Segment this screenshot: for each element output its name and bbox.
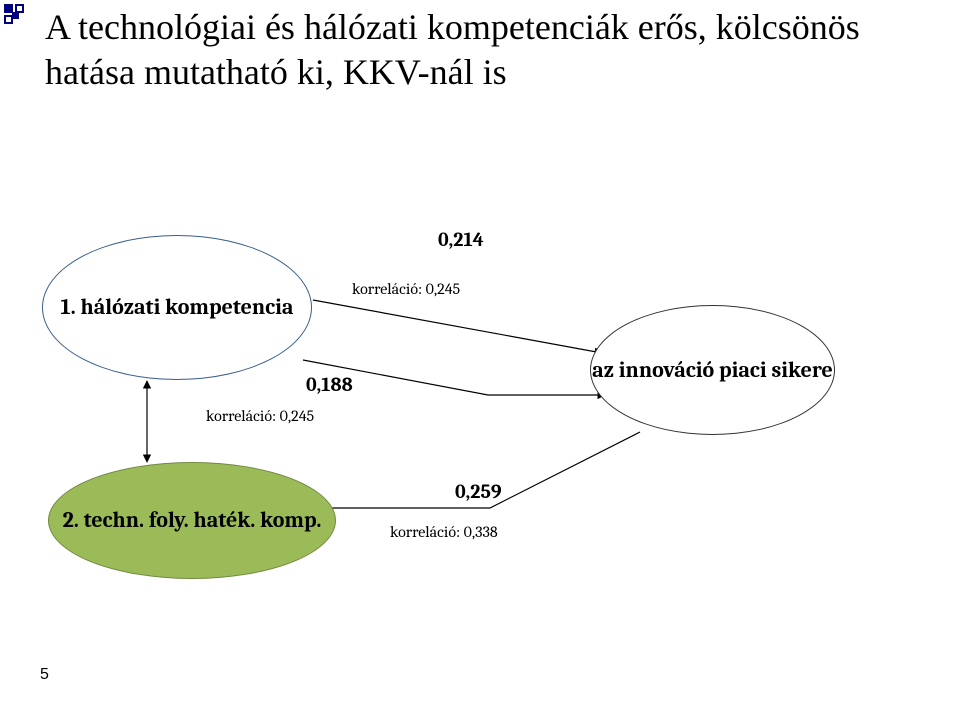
corr-n1-n1b: korreláció: 0,245 xyxy=(206,407,314,425)
page-number: 5 xyxy=(40,666,49,684)
coef-n1-n1b: 0,188 xyxy=(306,373,353,396)
corr-n2-result: korreláció: 0,338 xyxy=(390,523,498,541)
coef-n1-result: 0,214 xyxy=(438,228,484,251)
diagram-area: 1. hálózati kompetencia 2. techn. foly. … xyxy=(0,0,960,708)
corr-n1-result: korreláció: 0,245 xyxy=(352,280,460,298)
node-result-label: az innováció piaci sikere xyxy=(592,357,833,383)
node-techn-foly-hatek-komp: 2. techn. foly. haték. komp. xyxy=(48,462,336,579)
coef-n2-result: 0,259 xyxy=(455,480,502,503)
node-1-label: 1. hálózati kompetencia xyxy=(61,294,294,322)
node-halozati-kompetencia: 1. hálózati kompetencia xyxy=(42,235,312,380)
node-2-label: 2. techn. foly. haték. komp. xyxy=(63,507,322,535)
node-innovacio-piaci-sikere: az innováció piaci sikere xyxy=(590,305,835,435)
